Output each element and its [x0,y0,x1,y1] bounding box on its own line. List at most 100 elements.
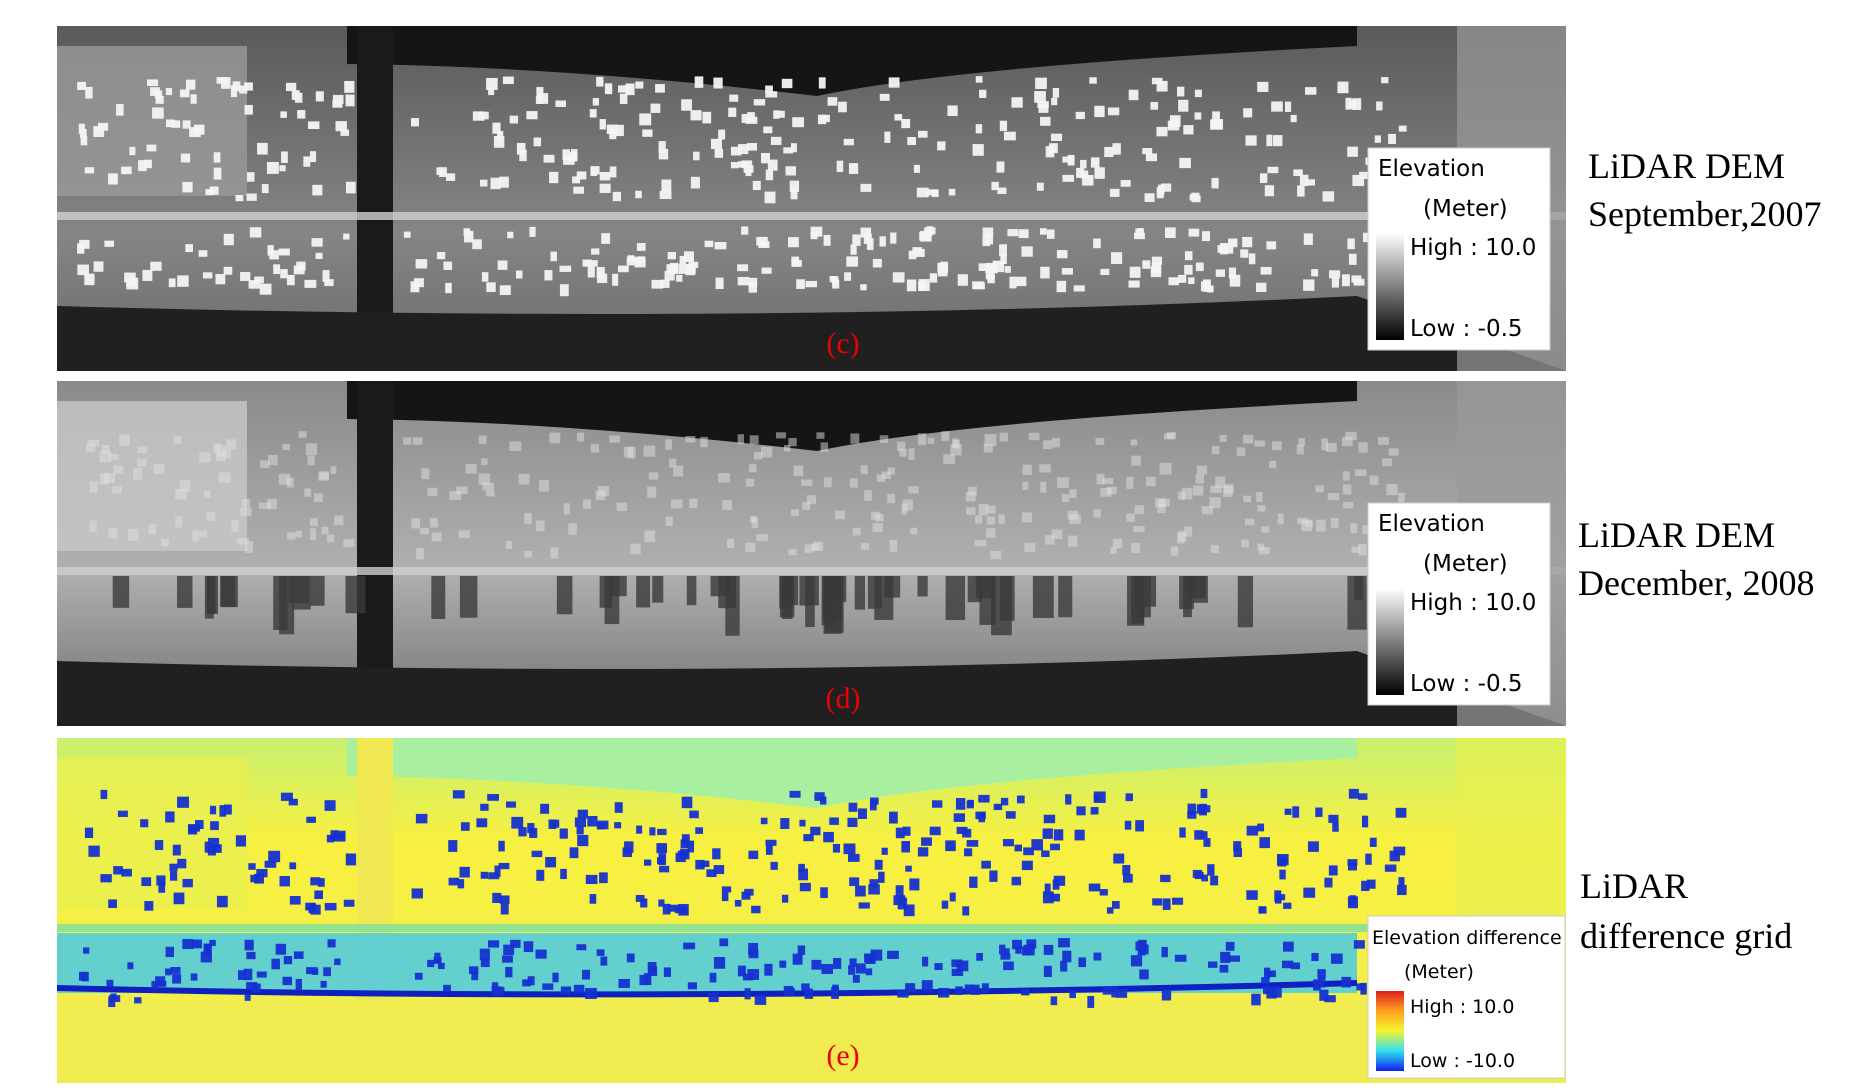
building [1011,97,1022,107]
building [346,182,356,194]
building [1003,961,1014,970]
building [1087,996,1094,1008]
building [765,192,776,204]
building [509,441,521,451]
building [930,827,941,836]
building [1254,440,1265,446]
building [816,432,824,439]
building [1177,533,1184,544]
building [792,260,802,267]
building [675,907,687,913]
building [173,845,181,856]
building [722,500,732,510]
building [950,444,961,455]
building [738,966,746,977]
building [346,94,355,106]
building [1283,942,1294,952]
wrack [113,576,129,608]
building [1125,821,1132,830]
building [955,986,963,995]
building [1140,944,1149,954]
building [1062,494,1069,502]
building [1202,231,1210,241]
building [1385,865,1397,872]
building [1343,471,1350,480]
building [918,433,926,445]
building [1352,175,1364,186]
building [245,940,254,951]
building [544,270,552,280]
building [1155,498,1166,507]
building [1343,502,1353,508]
building [150,262,161,271]
building [1193,485,1204,495]
building [555,100,566,106]
building [516,271,522,279]
building [882,472,891,479]
building [818,115,826,124]
building [714,957,725,969]
building [430,518,438,527]
wrack [1238,576,1253,627]
building [1396,808,1407,818]
building [1135,820,1144,831]
building [415,973,423,980]
building [964,848,972,856]
building [649,472,659,479]
building [1035,78,1047,89]
building [805,989,813,999]
building [571,149,577,160]
building [700,861,710,867]
building [659,866,669,873]
building [181,154,190,163]
building [1165,227,1176,238]
building [306,817,316,823]
building [590,109,597,117]
building [79,240,89,249]
building [487,794,499,801]
building [823,832,834,842]
building [1292,806,1299,817]
legend-title: Elevation [1378,511,1485,537]
building [137,447,147,454]
legend-unit: (Meter) [1423,551,1508,577]
building [907,137,916,145]
building [279,249,290,256]
building [1074,285,1085,291]
building [824,477,832,487]
building [321,981,327,988]
building [161,539,169,546]
building [901,119,910,128]
panel-caption: December, 2008 [1578,563,1814,603]
building [1257,824,1264,832]
building [1075,830,1085,841]
building [1216,269,1225,276]
building [438,963,445,969]
building [634,257,645,267]
building [119,434,130,445]
building [1185,251,1193,260]
building [642,129,652,136]
building [1022,512,1032,522]
building [1191,193,1199,199]
building [688,262,698,268]
building [787,988,795,995]
building [1195,872,1204,879]
building [304,280,316,288]
building [1043,440,1052,449]
building [644,446,656,457]
building [702,112,711,124]
wrack [917,576,927,596]
building [77,82,86,90]
building [890,233,896,244]
building [492,123,500,134]
building [545,857,556,867]
building [1196,263,1204,272]
building [276,944,286,955]
building [1060,961,1067,972]
building [141,877,151,886]
building [498,260,508,269]
building [420,528,429,534]
building [98,123,108,131]
building [1122,865,1130,875]
